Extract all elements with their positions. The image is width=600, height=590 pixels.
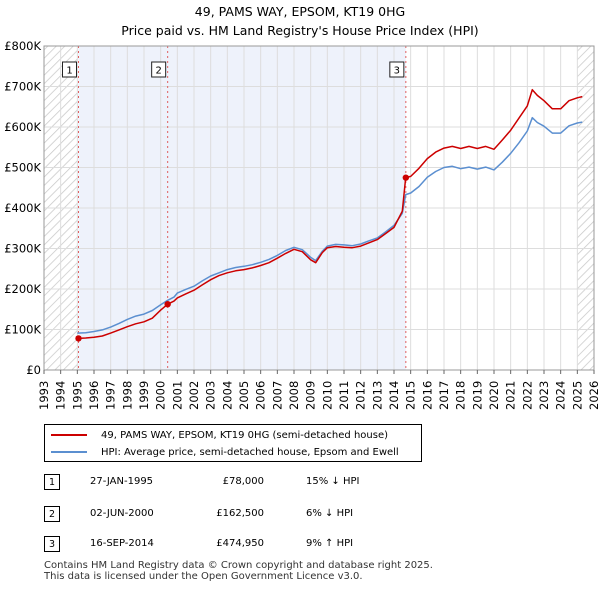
x-tick-label: 2015 (404, 381, 418, 410)
annotation-box (151, 61, 167, 78)
footer-attribution: Contains HM Land Registry data © Crown c… (44, 560, 433, 582)
sale-number-badge: 3 (44, 536, 60, 552)
x-tick-label: 1995 (70, 381, 84, 410)
sale-row: 1 27-JAN-1995 £78,000 15% ↓ HPI (44, 474, 464, 492)
x-tick-label: 2016 (420, 381, 434, 410)
legend-swatch-hpi (51, 451, 87, 453)
x-tick-label: 2019 (470, 381, 484, 410)
sale-hpi-diff: 15% ↓ HPI (306, 476, 360, 487)
x-tick-label: 2001 (170, 381, 184, 410)
x-tick-label: 2018 (454, 381, 468, 410)
x-tick-label: 2003 (204, 381, 218, 410)
sale-point (402, 174, 410, 181)
sale-date: 16-SEP-2014 (90, 538, 154, 549)
x-tick-label: 2008 (287, 381, 301, 410)
x-tick-label: 1996 (87, 381, 101, 410)
sale-price: £78,000 (222, 476, 264, 487)
x-tick-label: 1999 (137, 381, 151, 410)
x-tick-label: 2000 (154, 381, 168, 410)
sale-row: 3 16-SEP-2014 £474,950 9% ↑ HPI (44, 536, 464, 554)
legend-item-hpi: HPI: Average price, semi-detached house,… (51, 444, 399, 460)
y-tick-label: £400K (4, 201, 41, 215)
x-tick-label: 2005 (237, 381, 251, 410)
x-tick-label: 2006 (254, 381, 268, 410)
sale-price: £474,950 (216, 538, 264, 549)
sale-date: 02-JUN-2000 (90, 508, 154, 519)
x-tick-label: 2022 (520, 381, 534, 410)
annotation-label: 2 (155, 66, 161, 77)
x-tick-label: 2020 (487, 381, 501, 410)
y-tick-label: £200K (4, 282, 41, 296)
x-tick-label: 2026 (587, 381, 600, 410)
x-tick-label: 2011 (337, 381, 351, 410)
subtitle-line: Price paid vs. HM Land Registry's House … (121, 23, 479, 38)
annotation-box (389, 61, 405, 78)
legend-label-hpi: HPI: Average price, semi-detached house,… (101, 446, 399, 458)
annotation-box (62, 61, 77, 78)
x-tick-label: 1997 (104, 381, 118, 410)
hpi-series-line (77, 116, 583, 334)
y-tick-label: £700K (4, 80, 41, 94)
y-tick-label: £300K (4, 242, 41, 256)
x-tick-label: 2021 (504, 381, 518, 410)
title-line: 49, PAMS WAY, EPSOM, KT19 0HG (194, 4, 406, 19)
x-tick-label: 2023 (537, 381, 551, 410)
x-tick-label: 1998 (120, 381, 134, 410)
plot-border (43, 45, 595, 371)
y-tick-label: £0 (26, 363, 41, 377)
x-tick-label: 2002 (187, 381, 201, 410)
y-tick-label: £800K (4, 39, 41, 53)
legend-item-property: 49, PAMS WAY, EPSOM, KT19 0HG (semi-deta… (51, 427, 388, 443)
x-tick-label: 2012 (354, 381, 368, 410)
sale-point (75, 335, 82, 342)
chart-plot: 1 2 3 £0 £100K £200K £300K £400K £500K £600K £700K… (4, 39, 600, 410)
legend-swatch-property (51, 434, 87, 436)
sale-point (164, 300, 171, 308)
sale-date: 27-JAN-1995 (90, 476, 154, 487)
sale-hpi-diff: 6% ↓ HPI (306, 508, 354, 519)
annotation-label: 1 (66, 66, 72, 77)
x-tick-label: 2009 (304, 381, 318, 410)
y-tick-label: £600K (4, 120, 41, 134)
x-tick-label: 2014 (387, 381, 401, 410)
x-tick-label: 2010 (320, 381, 334, 410)
x-tick-label: 2017 (437, 381, 451, 410)
y-tick-label: £500K (4, 161, 41, 175)
x-tick-label: 2007 (270, 381, 284, 410)
legend: 49, PAMS WAY, EPSOM, KT19 0HG (semi-deta… (44, 424, 422, 462)
sale-number-badge: 2 (44, 506, 60, 522)
x-tick-label: 1994 (54, 381, 68, 410)
legend-label-property: 49, PAMS WAY, EPSOM, KT19 0HG (semi-deta… (101, 429, 389, 441)
annotation-label: 3 (394, 66, 400, 77)
x-tick-label: 2024 (554, 381, 568, 410)
x-tick-label: 2004 (220, 381, 234, 410)
x-tick-label: 2013 (370, 381, 384, 410)
sale-price: £162,500 (216, 508, 264, 519)
chart-title: 49, PAMS WAY, EPSOM, KT19 0HG Price paid… (0, 2, 600, 40)
x-tick-label: 1993 (37, 381, 51, 410)
x-tick-label: 2025 (570, 381, 584, 410)
sale-number-badge: 1 (44, 474, 60, 490)
sale-hpi-diff: 9% ↑ HPI (306, 538, 354, 549)
sale-row: 2 02-JUN-2000 £162,500 6% ↓ HPI (44, 506, 464, 524)
y-tick-label: £100K (4, 323, 41, 337)
